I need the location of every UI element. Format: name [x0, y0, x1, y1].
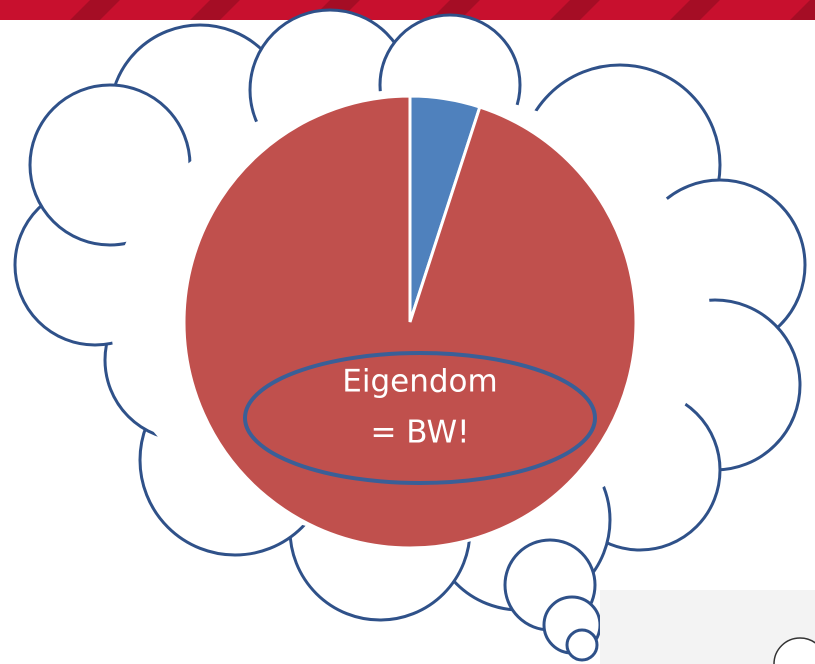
header-band: [0, 0, 815, 20]
page: {"chart_data": {"type": "pie", "categori…: [0, 0, 815, 664]
annotation: = BW!: [370, 415, 469, 451]
pie-chart: [184, 96, 636, 548]
pie-slice: [184, 96, 636, 548]
slide: Eigendom = BW!: [0, 0, 815, 664]
annotation: Eigendom: [342, 364, 497, 400]
